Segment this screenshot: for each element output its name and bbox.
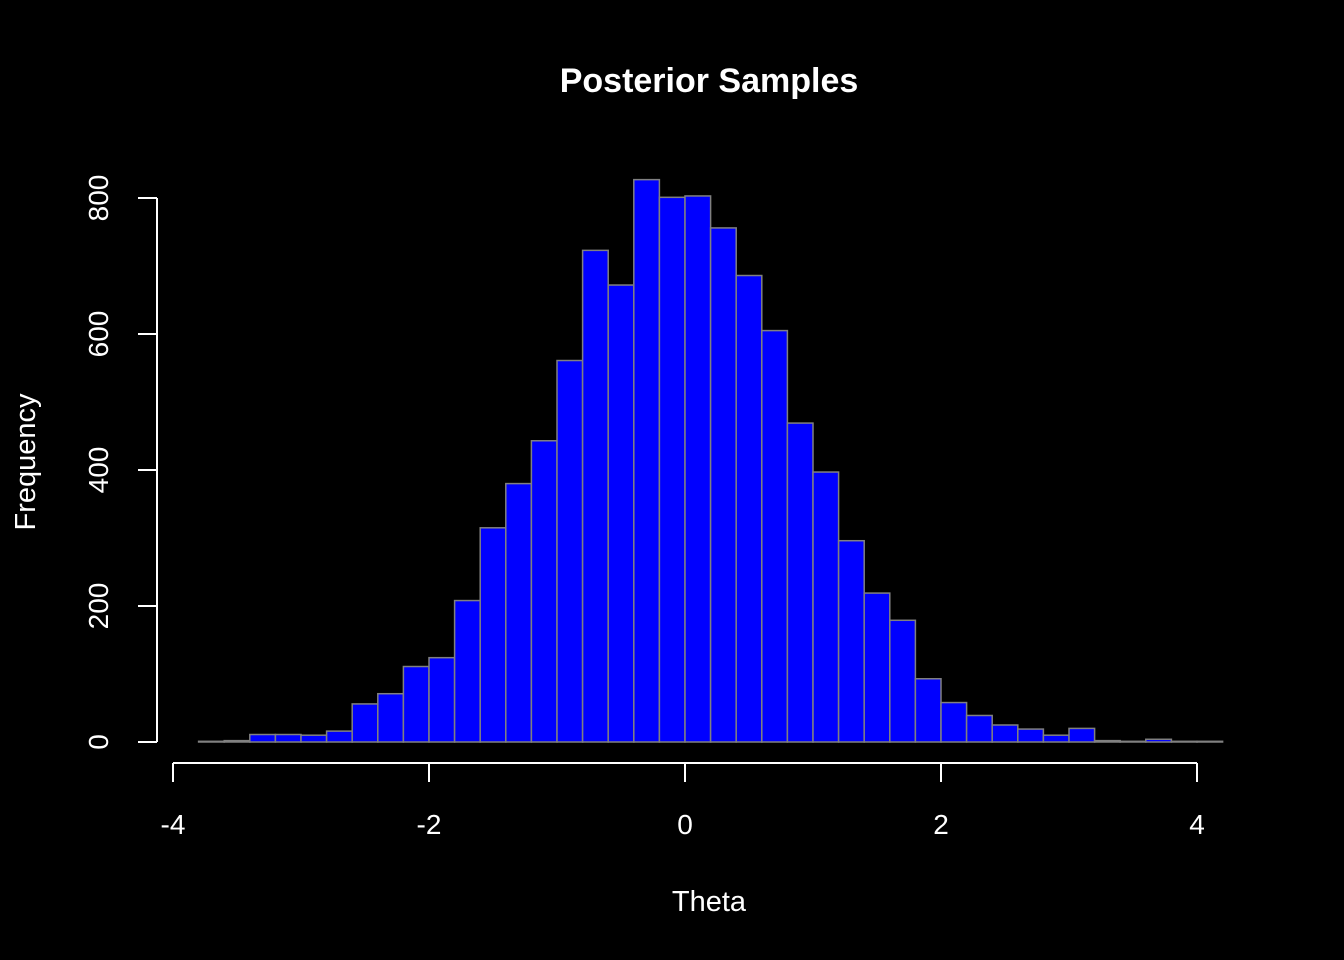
histogram-bar <box>1042 734 1070 743</box>
x-tick-label: -2 <box>417 809 442 840</box>
histogram-bar <box>530 440 558 743</box>
histogram-bar <box>914 678 942 743</box>
histogram-bar <box>837 539 865 743</box>
x-tick-label: 4 <box>1189 809 1205 840</box>
x-tick-label: 0 <box>677 809 693 840</box>
histogram-bar <box>300 734 328 743</box>
histogram-bar <box>812 471 840 743</box>
histogram-bar <box>581 249 609 743</box>
histogram-bar <box>556 359 584 743</box>
histogram-bar <box>709 227 737 743</box>
x-axis: -4 -2 0 2 4 <box>161 762 1205 840</box>
y-tick-label: 0 <box>83 734 114 750</box>
histogram-bar <box>1017 728 1045 743</box>
y-tick-label: 800 <box>83 175 114 222</box>
histogram-bar <box>428 656 456 743</box>
histogram-bar <box>607 284 635 743</box>
histogram-bar <box>1119 740 1147 743</box>
y-axis-label: Frequency <box>10 393 42 531</box>
x-tick-label: 2 <box>933 809 949 840</box>
histogram-bar <box>863 592 891 743</box>
histogram-bar <box>786 422 814 743</box>
histogram-bar <box>453 599 481 743</box>
x-axis-label: Theta <box>672 886 747 918</box>
histogram-bar <box>761 329 789 743</box>
histogram-bar <box>479 527 507 743</box>
histogram-bar <box>684 195 712 743</box>
histogram-bar <box>274 733 302 743</box>
histogram-bar <box>889 619 917 743</box>
histogram-bar <box>402 665 430 743</box>
histogram-bar <box>1145 738 1173 743</box>
histogram-bar <box>658 196 686 743</box>
y-tick-label: 400 <box>83 447 114 494</box>
histogram-bar <box>1093 739 1121 743</box>
histogram-bar <box>223 739 251 743</box>
histogram-bar <box>249 733 277 743</box>
histogram-bar <box>991 724 1019 743</box>
y-tick-label: 600 <box>83 311 114 358</box>
histogram-bar <box>735 274 763 743</box>
histogram-bar <box>325 730 353 743</box>
histogram-bar <box>351 703 379 743</box>
histogram-bar <box>633 178 661 743</box>
histogram-bar <box>377 692 405 743</box>
y-tick-label: 200 <box>83 583 114 630</box>
bars-group <box>197 178 1224 743</box>
histogram-bar <box>940 701 968 743</box>
chart-title: Posterior Samples <box>560 62 859 100</box>
histogram-bar <box>197 740 225 743</box>
histogram-bar <box>1170 740 1198 743</box>
histogram-bar <box>505 482 533 743</box>
histogram-bar <box>1068 727 1096 743</box>
x-tick-label: -4 <box>161 809 186 840</box>
histogram-bar <box>1196 740 1224 743</box>
y-axis: 0 200 400 600 800 <box>83 175 158 750</box>
histogram-bar <box>965 714 993 743</box>
